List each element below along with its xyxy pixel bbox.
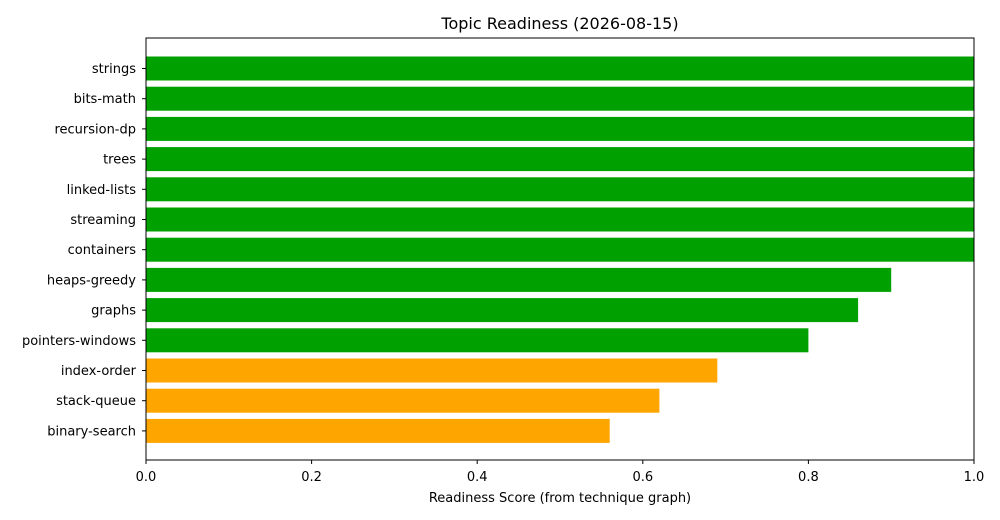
- plot-frame: [145, 37, 975, 461]
- x-tick-label: 0.2: [301, 470, 322, 485]
- x-tick-label: 0.4: [467, 470, 488, 485]
- bar-index-order: [146, 358, 718, 383]
- x-axis-label: Readiness Score (from technique graph): [429, 491, 691, 506]
- y-tick-label: heaps-greedy: [47, 273, 136, 288]
- x-tick-label: 0.8: [798, 470, 819, 485]
- bars-group: [146, 56, 974, 443]
- y-axis: strings bits-math recursion-dp trees linked-…: [22, 62, 146, 439]
- bar-binary-search: [146, 418, 610, 443]
- bar-trees: [146, 147, 974, 172]
- x-tick-label: 0.6: [632, 470, 653, 485]
- y-tick-label: index-order: [61, 364, 137, 379]
- y-tick-label: recursion-dp: [54, 122, 136, 137]
- y-tick-label: pointers-windows: [22, 334, 136, 349]
- y-tick-label: bits-math: [74, 92, 136, 107]
- bar-pointers-windows: [146, 328, 809, 353]
- bar-heaps-greedy: [146, 267, 892, 292]
- y-tick-label: stack-queue: [56, 394, 136, 409]
- bar-strings: [146, 56, 974, 81]
- y-tick-label: linked-lists: [67, 183, 137, 198]
- y-tick-label: strings: [92, 62, 136, 77]
- x-axis: 0.0 0.2 0.4 0.6 0.8 1.0: [136, 460, 985, 485]
- x-tick-label: 1.0: [964, 470, 985, 485]
- y-tick-label: trees: [103, 153, 136, 168]
- bar-graphs: [146, 298, 859, 323]
- bar-linked-lists: [146, 177, 974, 202]
- y-tick-label: binary-search: [47, 424, 136, 439]
- bar-streaming: [146, 207, 974, 232]
- x-tick-label: 0.0: [136, 470, 157, 485]
- y-tick-label: graphs: [91, 304, 136, 319]
- bar-recursion-dp: [146, 116, 974, 141]
- bar-bits-math: [146, 86, 974, 111]
- chart-title: Topic Readiness (2026-08-15): [440, 14, 678, 33]
- bar-containers: [146, 237, 974, 262]
- y-tick-label: containers: [68, 243, 137, 258]
- y-tick-label: streaming: [70, 213, 136, 228]
- bar-stack-queue: [146, 388, 660, 413]
